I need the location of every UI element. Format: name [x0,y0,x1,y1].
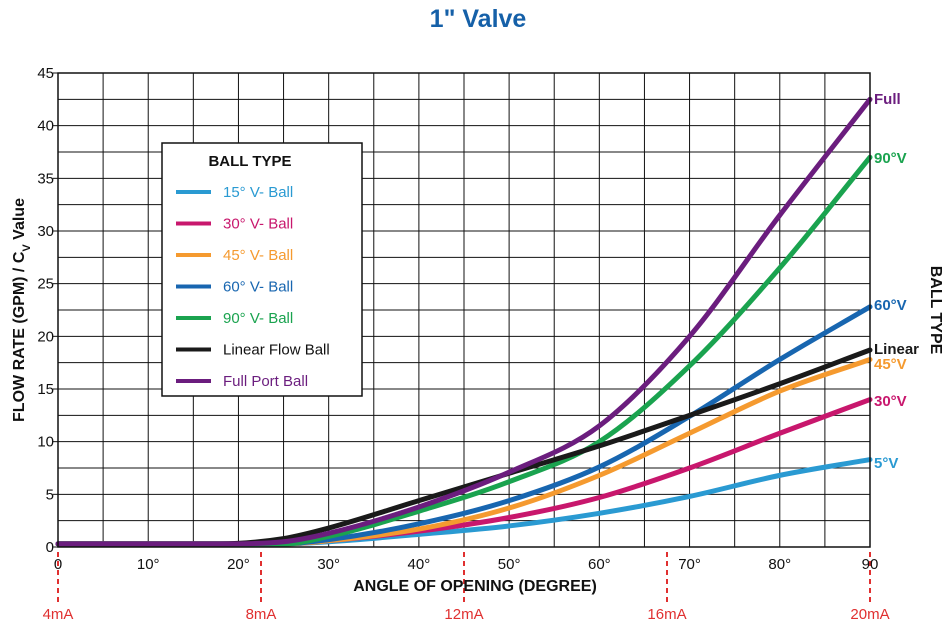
legend-label: Full Port Ball [223,373,308,390]
plot-frame [57,72,871,548]
legend-box [161,142,363,397]
right-axis-label: BALL TYPE [927,266,944,355]
x-tick-label: 70° [678,556,701,573]
series-end-label: 45°V [874,356,907,373]
x-axis-label: ANGLE OF OPENING (DEGREE) [353,578,597,595]
y-tick-label: 45 [37,65,54,82]
series-end-label: Full [874,91,901,108]
y-tick-label: 35 [37,170,54,187]
x-tick-label: 20° [227,556,250,573]
series-line [55,96,873,547]
x-tick-label: 10° [137,556,160,573]
x-tick-label: 60° [588,556,611,573]
y-tick-label: 20 [37,328,54,345]
tick-labels: 0 5 10 15 20 25 30 35 40 45 0 10° 20° 30° 40° 50° 60° 70°… [37,65,878,573]
legend-title: BALL TYPE [208,153,291,170]
legend: BALL TYPE 15° V- Ball 30° V- Ball 45° V- B… [161,142,363,397]
y-axis-label: FLOW RATE (GPM) / CV Value [11,198,33,422]
legend-label: 45° V- Ball [223,247,293,264]
y-tick-label: 25 [37,276,54,293]
y-tick-label: 5 [46,486,54,503]
legend-label: 15° V- Ball [223,184,293,201]
legend-label: 30° V- Ball [223,216,293,233]
series-end-label: 5°V [874,455,898,472]
legend-label: 60° V- Ball [223,279,293,296]
legend-items: 15° V- Ball 30° V- Ball 45° V- Ball 60° V- … [176,184,330,390]
current-marker-label: 4mA [43,606,74,623]
series-end-label: 30°V [874,393,907,410]
current-marker-label: 8mA [246,606,277,623]
series-end-label: Linear [874,341,919,358]
x-tick-label: 40° [408,556,431,573]
x-tick-label: 0 [54,556,62,573]
legend-label: Linear Flow Ball [223,342,330,359]
current-marker-label: 20mA [850,606,889,623]
y-tick-label: 30 [37,223,54,240]
series-end-label: 90°V [874,150,907,167]
legend-label: 90° V- Ball [223,310,293,327]
x-tick-label: 50° [498,556,521,573]
current-marker-label: 16mA [647,606,686,623]
current-markers: 4mA 8mA 12mA 16mA 20mA [43,552,890,623]
x-tick-label: 30° [317,556,340,573]
y-tick-label: 15 [37,381,54,398]
chart-title: 1" Valve [430,5,527,33]
y-tick-label: 10 [37,434,54,451]
y-tick-label: 0 [46,539,54,556]
current-marker-label: 12mA [444,606,483,623]
series-end-labels: 5°V 30°V 45°V 60°V 90°V Linear Full [874,91,919,472]
y-tick-label: 40 [37,118,54,135]
x-tick-label: 80° [768,556,791,573]
series-lines [55,96,873,547]
series-end-label: 60°V [874,297,907,314]
x-tick-label: 90 [862,556,879,573]
